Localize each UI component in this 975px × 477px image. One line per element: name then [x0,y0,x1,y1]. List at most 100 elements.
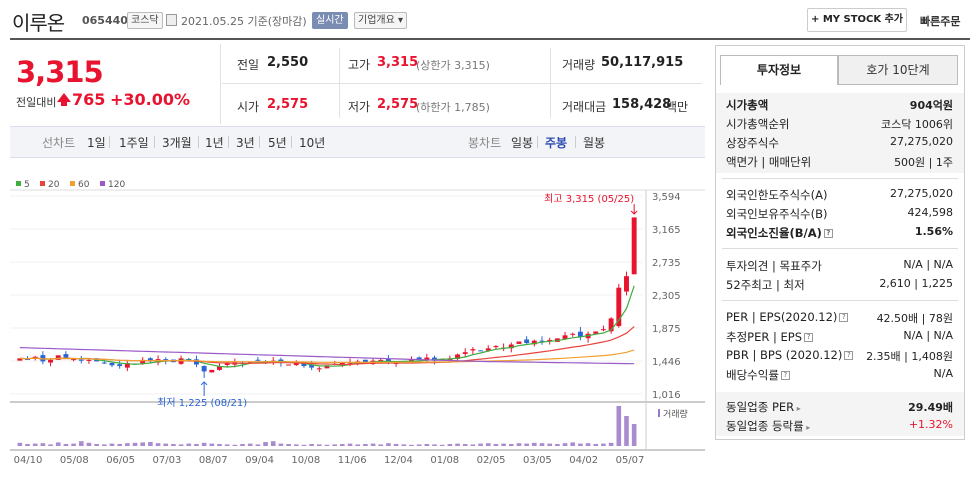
candle-body [362,359,368,363]
candle-body [631,217,637,275]
foreign-rate-label[interactable]: 외국인소진율(B/A)? [726,225,833,241]
candle-body [416,357,422,360]
candle-body [616,287,622,327]
dividend-label-text: 배당수익률 [726,368,779,382]
y-tick-label: 3,594 [652,192,681,203]
volume-bar [40,443,46,446]
volume-bar [255,444,261,446]
est-per-label[interactable]: 추정PER | EPS? [726,329,814,345]
help-icon[interactable]: ? [844,351,854,360]
help-icon[interactable]: ? [780,371,790,380]
price-chart[interactable]: 5 20 60 120 3,594 3,165 2,735 2,305 1,875 1,446 1,… [10,170,705,470]
candle-body [570,333,576,335]
candle-body [163,359,169,361]
volume-bar [608,442,614,446]
sector-per-label[interactable]: 동일업종 PER ▸ [726,399,801,415]
period-divider [259,136,260,148]
panel-divider [722,248,958,249]
amount-label: 거래대금 [562,100,607,114]
high-annotation: 최고 3,315 (05/25) [544,193,634,205]
candle-body [293,362,299,366]
candle-body [40,355,46,362]
volume-bar [401,444,407,446]
volume-bar [201,442,207,446]
period-5y[interactable]: 5년 [268,136,287,150]
volume-bar [240,444,245,446]
candle-body [86,359,92,361]
candle-body [193,359,199,365]
volume-bar [17,442,23,446]
volume-bar [48,444,53,446]
panel-divider [722,178,958,179]
market-tag: 코스닥 [127,12,163,29]
volume-bar [194,444,199,446]
candle-body [493,346,499,348]
volume-bar [263,442,268,446]
period-3y[interactable]: 3년 [236,136,255,150]
quick-order-link[interactable]: 빠른주문 [920,15,961,28]
mystock-add-button[interactable]: + MY STOCK 추가 [807,8,907,32]
candle-body [593,331,599,334]
sector-rate-label[interactable]: 동일업종 등락률 ▸ [726,418,810,434]
candle-body [600,329,606,331]
market-cap-rank-label: 시가총액순위 [726,117,790,131]
help-icon[interactable]: ? [839,313,849,322]
sector-rate-value: +1.32% [908,418,953,431]
x-tick-label: 10/08 [291,455,320,466]
legend-label: 5 [24,180,30,190]
candle-body [524,339,530,344]
volume-bar [570,442,576,446]
candle-body [48,359,54,363]
volume-bar [393,444,399,446]
dividend-label[interactable]: 배당수익률? [726,367,790,383]
pbr-label[interactable]: PBR | BPS (2020.12)? [726,348,854,362]
candle-body [140,359,146,364]
change-label: 전일대비 [16,96,57,109]
candle-body [324,365,330,369]
candle-chart-label: 봉차트 [468,136,502,150]
tab-investment-info[interactable]: 투자정보 [720,55,838,85]
foreign-rate-value: 1.56% [914,225,953,238]
candle-body [124,362,130,368]
y-tick-label: 2,735 [652,258,681,269]
candle-daily[interactable]: 일봉 [511,136,534,150]
candle-monthly[interactable]: 월봉 [583,136,606,150]
volume-bar [585,443,591,446]
candle-body [455,354,461,359]
help-icon[interactable]: ? [823,229,833,238]
period-3m[interactable]: 3개월 [162,136,192,150]
opinion-label: 투자의견 | 목표주가 [726,259,822,273]
volume-bar [286,444,291,446]
shares-value: 27,275,020 [890,135,953,148]
volume-bar [386,443,391,446]
x-tick-label: 05/07 [616,455,645,466]
period-1y[interactable]: 1년 [205,136,224,150]
period-divider [575,136,576,148]
volume-bar [25,444,30,446]
period-10y[interactable]: 10년 [299,136,326,150]
candle-body [608,318,614,332]
est-per-value: N/A | N/A [903,329,953,342]
x-tick-label: 11/06 [338,455,367,466]
candle-weekly[interactable]: 주봉 [545,136,568,150]
high-value: 3,315 [377,55,419,70]
period-1d[interactable]: 1일 [87,136,106,150]
change-rate: +30.00% [110,90,191,109]
date-text: 2021.05.25 기준(장마감) [181,15,307,28]
volume-bar [186,443,192,446]
volume-bar [363,444,368,446]
tab-orderbook[interactable]: 호가 10단계 [838,55,958,85]
volume-bar [332,444,337,446]
volume-bar [378,444,384,446]
volume-bar [232,444,238,446]
help-icon[interactable]: ? [804,333,814,342]
volume-bar [508,444,514,446]
volume-bar [94,444,99,446]
volume-bar [547,443,552,446]
realtime-button[interactable]: 실시간 [312,12,348,29]
per-label[interactable]: PER | EPS(2020.12)? [726,310,849,324]
company-overview-dropdown[interactable]: 기업개요 ▾ [354,12,407,29]
volume-bar [125,443,130,446]
period-1w[interactable]: 1주일 [119,136,149,150]
low-value: 2,575 [377,97,419,112]
